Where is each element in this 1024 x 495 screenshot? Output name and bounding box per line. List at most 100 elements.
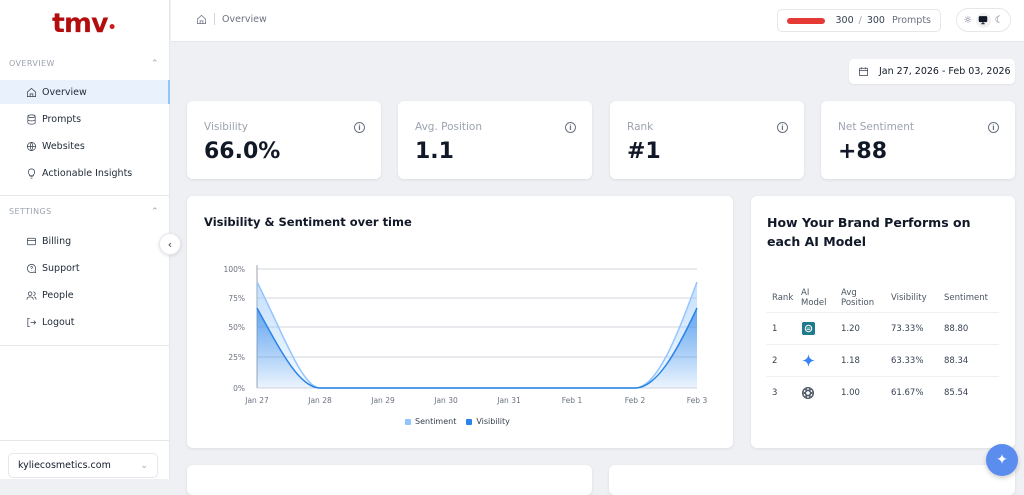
logo-dot: • xyxy=(107,20,117,36)
chevron-up-icon: ⌃ xyxy=(151,59,159,69)
info-icon[interactable]: i xyxy=(777,122,788,133)
table-header: Rank AI Model Avg Position Visibility Se… xyxy=(766,283,999,313)
sidebar-item-billing[interactable]: Billing xyxy=(0,229,170,253)
x-tick: Jan 31 xyxy=(496,396,521,405)
x-tick: Feb 2 xyxy=(625,396,646,405)
sentiment-cell: 88.34 xyxy=(944,355,969,366)
visibility-cell: 61.67% xyxy=(891,388,924,398)
legend-item-visibility[interactable]: Visibility xyxy=(466,417,510,426)
y-tick: 75% xyxy=(228,294,245,303)
x-tick: Jan 27 xyxy=(244,396,269,405)
kpi-card-net-sentiment: Net Sentiment i +88 xyxy=(821,101,1015,179)
y-tick: 100% xyxy=(224,265,245,274)
prompt-quota[interactable]: 300 / 300 Prompts xyxy=(777,9,941,32)
visibility-area xyxy=(257,308,697,388)
kpi-value: +88 xyxy=(838,139,888,164)
breadcrumb-current: Overview xyxy=(222,13,267,25)
y-tick: 0% xyxy=(233,384,245,393)
help-bubble-icon xyxy=(27,263,37,273)
monitor-icon[interactable] xyxy=(975,12,991,28)
kpi-value: 1.1 xyxy=(415,139,454,164)
sidebar-item-logout[interactable]: Logout xyxy=(0,310,170,334)
ai-assistant-button[interactable]: ✦ xyxy=(986,444,1018,476)
section-settings-header[interactable]: SETTINGS ⌃ xyxy=(9,207,159,217)
sun-icon[interactable]: ☼ xyxy=(963,14,973,26)
legend-swatch xyxy=(466,418,473,425)
home-icon xyxy=(27,87,36,97)
date-range-picker[interactable]: Jan 27, 2026 - Feb 03, 2026 xyxy=(849,59,1015,84)
x-tick: Feb 3 xyxy=(687,396,708,405)
sentiment-cell: 85.54 xyxy=(944,388,969,398)
x-tick: Feb 1 xyxy=(562,396,583,405)
area-chart[interactable]: 100% 75% 50% 25% 0% Jan 27 Jan 28 Jan 29… xyxy=(187,196,733,448)
column-header: Sentiment xyxy=(944,292,988,303)
sidebar-item-prompts[interactable]: Prompts xyxy=(0,107,170,131)
sidebar-item-label: Billing xyxy=(42,235,72,247)
sidebar-item-people[interactable]: People xyxy=(0,283,170,307)
rank-cell: 2 xyxy=(772,355,778,366)
legend-item-sentiment[interactable]: Sentiment xyxy=(405,417,456,426)
table-row[interactable]: 1 1.20 73.33% 88.80 xyxy=(766,313,999,345)
info-icon[interactable]: i xyxy=(565,122,576,133)
logo[interactable]: tmv• xyxy=(52,8,117,39)
kpi-value: 66.0% xyxy=(204,139,281,164)
chart-legend: Sentiment Visibility xyxy=(405,417,520,426)
site-select[interactable]: kyliecosmetics.com ⌄ xyxy=(8,453,158,478)
divider xyxy=(0,440,170,441)
lower-card-left xyxy=(187,465,592,495)
calendar-icon xyxy=(859,67,868,76)
sidebar-item-label: Overview xyxy=(42,86,87,98)
copilot-icon xyxy=(801,322,815,336)
section-overview-header[interactable]: OVERVIEW ⌃ xyxy=(9,59,159,69)
moon-icon[interactable]: ☾ xyxy=(994,14,1004,26)
divider xyxy=(0,195,170,196)
kpi-label: Rank xyxy=(627,121,654,133)
table-row[interactable]: 3 1.00 61.67% 85.54 xyxy=(766,377,999,409)
kpi-label: Avg. Position xyxy=(415,121,483,133)
x-tick: Jan 30 xyxy=(433,396,458,405)
ai-model-table: Rank AI Model Avg Position Visibility Se… xyxy=(766,283,999,409)
legend-label: Visibility xyxy=(476,417,510,426)
info-icon[interactable]: i xyxy=(988,122,999,133)
sidebar-item-support[interactable]: Support xyxy=(0,256,170,280)
logo-text: tmv xyxy=(52,8,109,39)
gemini-icon xyxy=(801,354,815,368)
chevron-down-icon: ⌄ xyxy=(140,460,148,471)
sidebar-item-websites[interactable]: Websites xyxy=(0,134,170,158)
quota-label: Prompts xyxy=(891,15,931,26)
home-icon[interactable] xyxy=(196,14,207,25)
logout-icon xyxy=(27,317,37,327)
y-tick: 50% xyxy=(228,323,245,332)
sidebar: tmv• OVERVIEW ⌃ Overview Prompts Website… xyxy=(0,0,170,479)
date-range-value: Jan 27, 2026 - Feb 03, 2026 xyxy=(879,66,1011,77)
kpi-value: #1 xyxy=(627,139,661,164)
chevron-up-icon: ⌃ xyxy=(151,207,159,217)
sidebar-item-actionable-insights[interactable]: Actionable Insights xyxy=(0,161,170,185)
lightbulb-icon xyxy=(27,168,36,178)
database-icon xyxy=(27,114,36,124)
column-header: Visibility xyxy=(891,292,927,303)
breadcrumb: Overview xyxy=(196,13,267,25)
globe-icon xyxy=(27,141,36,151)
quota-total: 300 xyxy=(866,15,885,26)
table-title: How Your Brand Performs on each AI Model xyxy=(767,215,971,249)
collapse-sidebar-button[interactable]: ‹ xyxy=(159,233,181,255)
sentiment-cell: 88.80 xyxy=(944,323,969,334)
ai-model-performance-card: How Your Brand Performs on each AI Model… xyxy=(751,196,1015,448)
sidebar-item-overview[interactable]: Overview xyxy=(0,80,170,104)
table-row[interactable]: 2 1.18 63.33% 88.34 xyxy=(766,345,999,377)
info-icon[interactable]: i xyxy=(354,122,365,133)
quota-bar xyxy=(787,17,826,24)
column-header: Rank xyxy=(772,292,794,303)
openai-icon xyxy=(801,386,815,400)
sidebar-item-label: Prompts xyxy=(42,113,82,125)
sidebar-item-label: Logout xyxy=(42,316,75,328)
kpi-card-rank: Rank i #1 xyxy=(610,101,804,179)
breadcrumb-separator xyxy=(214,13,215,25)
visibility-cell: 73.33% xyxy=(891,323,924,334)
sidebar-item-label: People xyxy=(42,289,74,301)
x-tick: Jan 29 xyxy=(370,396,395,405)
legend-swatch xyxy=(405,418,411,425)
model-cell xyxy=(801,354,841,368)
avg-position-cell: 1.00 xyxy=(841,388,860,398)
